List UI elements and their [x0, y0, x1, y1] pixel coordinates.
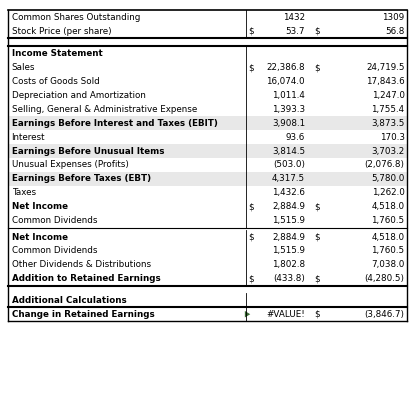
Text: 2,884.9: 2,884.9 [272, 233, 305, 242]
Text: Net Income: Net Income [12, 202, 68, 211]
Text: 22,386.8: 22,386.8 [266, 63, 305, 72]
Text: $: $ [248, 274, 254, 283]
Text: 53.7: 53.7 [286, 27, 305, 36]
Text: $: $ [315, 274, 320, 283]
Text: #VALUE!: #VALUE! [266, 310, 305, 319]
Bar [8, 116, 407, 130]
Text: Earnings Before Taxes (EBT): Earnings Before Taxes (EBT) [12, 174, 151, 183]
Text: 56.8: 56.8 [385, 27, 405, 36]
Text: $: $ [248, 202, 254, 211]
Text: $: $ [248, 63, 254, 72]
Text: 16,074.0: 16,074.0 [266, 77, 305, 86]
Text: Addition to Retained Earnings: Addition to Retained Earnings [12, 274, 160, 283]
Text: Stock Price (per share): Stock Price (per share) [12, 27, 111, 36]
Text: 1,247.0: 1,247.0 [371, 91, 405, 100]
Text: 1,760.5: 1,760.5 [371, 216, 405, 225]
Text: 5,780.0: 5,780.0 [371, 174, 405, 183]
Text: 3,908.1: 3,908.1 [272, 119, 305, 128]
Text: Change in Retained Earnings: Change in Retained Earnings [12, 310, 154, 319]
Text: (503.0): (503.0) [273, 160, 305, 169]
Text: Sales: Sales [12, 63, 35, 72]
Text: 1,760.5: 1,760.5 [371, 247, 405, 256]
Text: 2,884.9: 2,884.9 [272, 202, 305, 211]
Text: Income Statement: Income Statement [12, 49, 103, 58]
Text: Common Shares Outstanding: Common Shares Outstanding [12, 13, 140, 22]
Text: $: $ [315, 233, 320, 242]
Text: 1,515.9: 1,515.9 [272, 216, 305, 225]
Text: 17,843.6: 17,843.6 [366, 77, 405, 86]
Text: 4,317.5: 4,317.5 [272, 174, 305, 183]
Text: Taxes: Taxes [12, 188, 36, 197]
Text: $: $ [248, 233, 254, 242]
Text: (3,846.7): (3,846.7) [365, 310, 405, 319]
Bar [8, 172, 407, 186]
Text: 7,038.0: 7,038.0 [371, 261, 405, 270]
Text: 1,802.8: 1,802.8 [272, 261, 305, 270]
Text: 1,515.9: 1,515.9 [272, 247, 305, 256]
Text: (433.8): (433.8) [273, 274, 305, 283]
Text: Interest: Interest [12, 133, 45, 142]
Text: 4,518.0: 4,518.0 [371, 202, 405, 211]
Text: Earnings Before Interest and Taxes (EBIT): Earnings Before Interest and Taxes (EBIT… [12, 119, 217, 128]
Text: Unusual Expenses (Profits): Unusual Expenses (Profits) [12, 160, 129, 169]
Text: $: $ [315, 310, 320, 319]
Text: 3,814.5: 3,814.5 [272, 146, 305, 155]
Text: (4,280.5): (4,280.5) [365, 274, 405, 283]
Text: 1,432.6: 1,432.6 [272, 188, 305, 197]
Text: $: $ [315, 63, 320, 72]
Text: 1,755.4: 1,755.4 [371, 105, 405, 114]
Text: 4,518.0: 4,518.0 [371, 233, 405, 242]
Text: Net Income: Net Income [12, 233, 68, 242]
Text: 170.3: 170.3 [380, 133, 405, 142]
Text: 24,719.5: 24,719.5 [366, 63, 405, 72]
Bar [8, 144, 407, 158]
Text: (2,076.8): (2,076.8) [365, 160, 405, 169]
Text: 1432: 1432 [283, 13, 305, 22]
Text: Other Dividends & Distributions: Other Dividends & Distributions [12, 261, 151, 270]
Text: Depreciation and Amortization: Depreciation and Amortization [12, 91, 146, 100]
Text: Selling, General & Administrative Expense: Selling, General & Administrative Expens… [12, 105, 197, 114]
Text: $: $ [315, 202, 320, 211]
Text: Common Dividends: Common Dividends [12, 247, 97, 256]
Text: $: $ [248, 27, 254, 36]
Text: $: $ [315, 27, 320, 36]
Text: Earnings Before Unusual Items: Earnings Before Unusual Items [12, 146, 164, 155]
Polygon shape [245, 311, 250, 317]
Text: 1,393.3: 1,393.3 [272, 105, 305, 114]
Text: 93.6: 93.6 [286, 133, 305, 142]
Text: 3,873.5: 3,873.5 [371, 119, 405, 128]
Text: 1,262.0: 1,262.0 [372, 188, 405, 197]
Text: Additional Calculations: Additional Calculations [12, 296, 127, 305]
Text: Costs of Goods Sold: Costs of Goods Sold [12, 77, 99, 86]
Text: 1,011.4: 1,011.4 [272, 91, 305, 100]
Text: 3,703.2: 3,703.2 [371, 146, 405, 155]
Text: Common Dividends: Common Dividends [12, 216, 97, 225]
Text: 1309: 1309 [382, 13, 405, 22]
